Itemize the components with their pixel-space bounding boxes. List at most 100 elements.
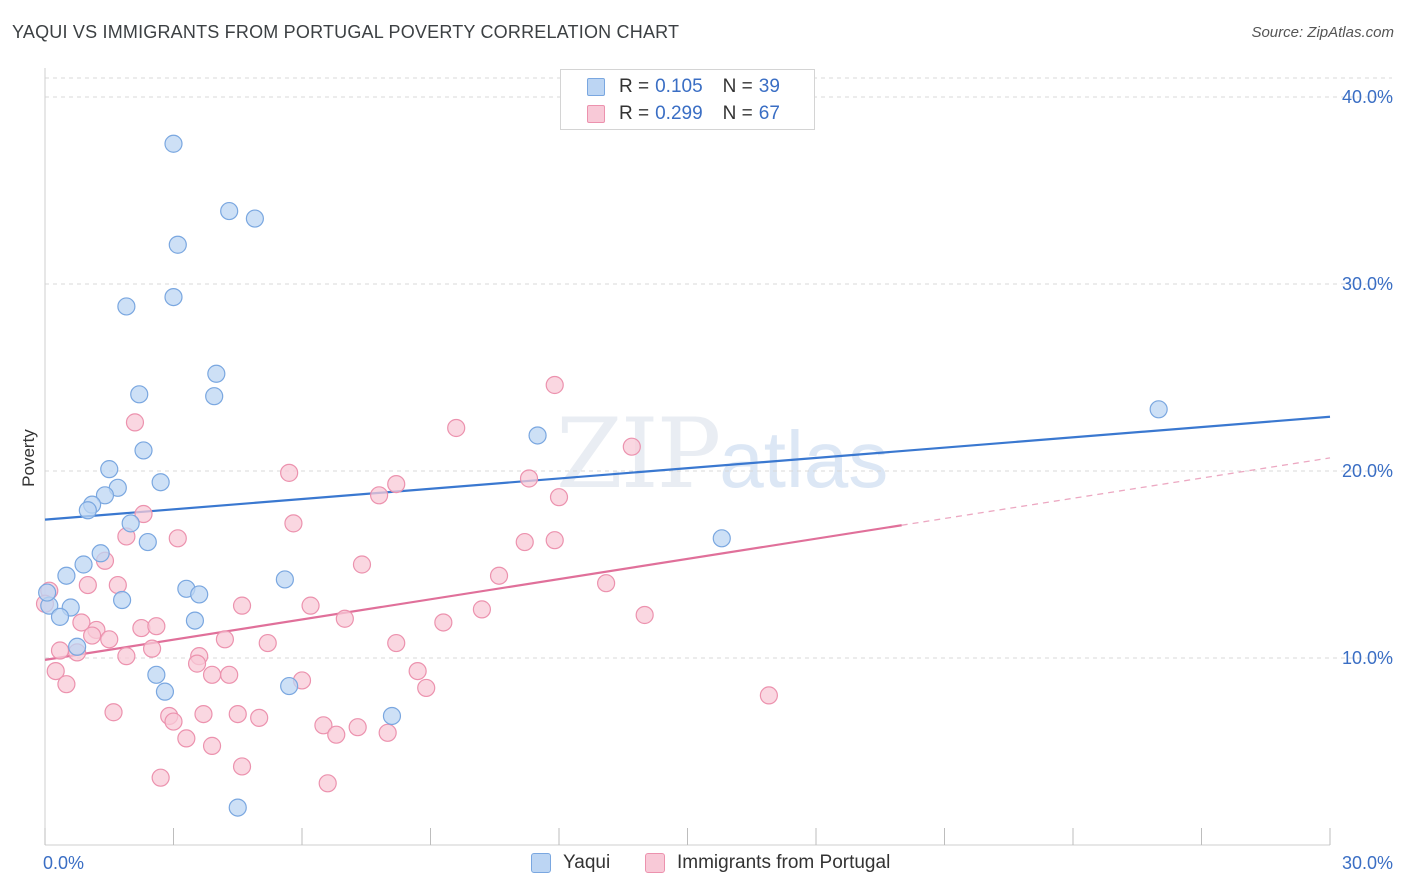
point-portugal <box>352 555 372 574</box>
point-portugal <box>187 654 207 673</box>
point-portugal <box>78 575 97 595</box>
bottom-legend-swatch-portugal <box>645 853 665 873</box>
stats-legend: R = 0.105 N = 39 R = 0.299 N = 67 <box>560 69 815 130</box>
chart-title: YAQUI VS IMMIGRANTS FROM PORTUGAL POVERT… <box>12 22 680 42</box>
point-yaqui <box>78 501 97 520</box>
bottom-legend-swatch-yaqui <box>531 853 551 873</box>
point-portugal <box>147 617 166 636</box>
point-yaqui <box>112 590 132 610</box>
legend-n-value: 39 <box>758 76 780 97</box>
point-yaqui <box>228 798 247 817</box>
point-yaqui <box>38 583 57 602</box>
point-yaqui <box>185 611 205 630</box>
point-portugal <box>327 725 346 744</box>
point-portugal <box>519 469 539 488</box>
trend-lines <box>44 415 1331 661</box>
point-yaqui <box>147 665 166 684</box>
axis-labels: 10.0% 20.0% 30.0% 40.0% 0.0% 30.0% Poverty <box>19 87 1393 873</box>
legend-row-yaqui: R = 0.105 N = 39 <box>587 75 780 99</box>
legend-r-value: 0.105 <box>655 76 703 97</box>
point-portugal <box>434 613 453 632</box>
point-portugal <box>132 618 151 638</box>
point-portugal <box>472 600 491 619</box>
point-yaqui <box>117 297 136 316</box>
point-portugal <box>232 596 252 615</box>
point-portugal <box>545 375 564 395</box>
point-portugal <box>117 647 136 666</box>
point-yaqui <box>155 682 175 701</box>
point-portugal <box>83 626 102 645</box>
watermark: ZIPatlas <box>556 398 888 510</box>
trend-line-extension <box>901 457 1331 526</box>
legend-r-label: R = <box>619 76 650 97</box>
point-yaqui <box>205 387 224 406</box>
point-portugal <box>125 413 145 432</box>
y-tick-label: 20.0% <box>1342 461 1393 481</box>
point-portugal <box>50 641 70 660</box>
point-portugal <box>301 596 320 615</box>
point-yaqui <box>95 486 115 505</box>
point-portugal <box>250 708 269 727</box>
point-yaqui <box>528 426 547 445</box>
point-portugal <box>335 609 354 628</box>
point-portugal <box>318 774 337 793</box>
point-portugal <box>417 678 436 698</box>
point-portugal <box>387 633 406 653</box>
point-portugal <box>314 716 333 735</box>
point-portugal <box>635 605 654 625</box>
legend-swatch-yaqui <box>587 78 605 96</box>
point-portugal <box>142 639 162 658</box>
point-portugal <box>284 514 303 533</box>
legend-n-label: N = <box>722 76 753 97</box>
point-portugal <box>104 703 123 722</box>
point-portugal <box>447 418 466 438</box>
data-points <box>35 134 1168 817</box>
point-portugal <box>387 474 406 494</box>
point-yaqui <box>164 287 183 307</box>
bottom-legend-yaqui: Yaqui <box>531 852 610 874</box>
legend-row-portugal: R = 0.299 N = 67 <box>587 102 780 126</box>
point-yaqui <box>134 441 153 460</box>
point-portugal <box>168 529 187 548</box>
y-tick-label: 40.0% <box>1342 87 1393 107</box>
point-portugal <box>232 757 252 776</box>
point-portugal <box>164 712 183 731</box>
point-portugal <box>597 574 616 593</box>
point-portugal <box>258 633 277 653</box>
y-tick-label: 30.0% <box>1342 274 1393 294</box>
legend-n-value: 67 <box>758 103 780 124</box>
point-yaqui <box>1149 400 1168 419</box>
bottom-legend-portugal: Immigrants from Portugal <box>645 852 890 874</box>
point-yaqui <box>168 235 187 254</box>
point-portugal <box>545 531 564 550</box>
point-portugal <box>378 723 397 742</box>
point-portugal <box>759 686 778 705</box>
point-portugal <box>108 575 127 595</box>
point-portugal <box>515 532 534 552</box>
point-yaqui <box>207 364 226 383</box>
gridlines <box>45 77 1392 659</box>
legend-n-label: N = <box>722 103 753 124</box>
point-portugal <box>622 437 641 456</box>
point-yaqui <box>74 555 93 574</box>
trend-line-portugal <box>44 524 902 661</box>
point-yaqui <box>68 637 87 656</box>
x-tick-label-min: 0.0% <box>43 853 84 873</box>
axes <box>44 68 1331 846</box>
point-yaqui <box>245 209 264 228</box>
point-portugal <box>134 504 153 524</box>
point-portugal <box>57 675 76 694</box>
x-tick-label-max: 30.0% <box>1342 853 1393 873</box>
point-yaqui <box>275 570 294 589</box>
y-tick-label: 10.0% <box>1342 648 1393 668</box>
point-portugal <box>46 661 65 681</box>
point-portugal <box>228 704 247 724</box>
watermark-zip: ZIP <box>556 398 721 510</box>
trend-line-yaqui <box>44 415 1331 521</box>
point-portugal <box>202 736 222 755</box>
point-yaqui <box>100 460 119 479</box>
point-portugal <box>194 704 213 724</box>
point-yaqui <box>138 532 157 552</box>
point-yaqui <box>190 585 209 604</box>
